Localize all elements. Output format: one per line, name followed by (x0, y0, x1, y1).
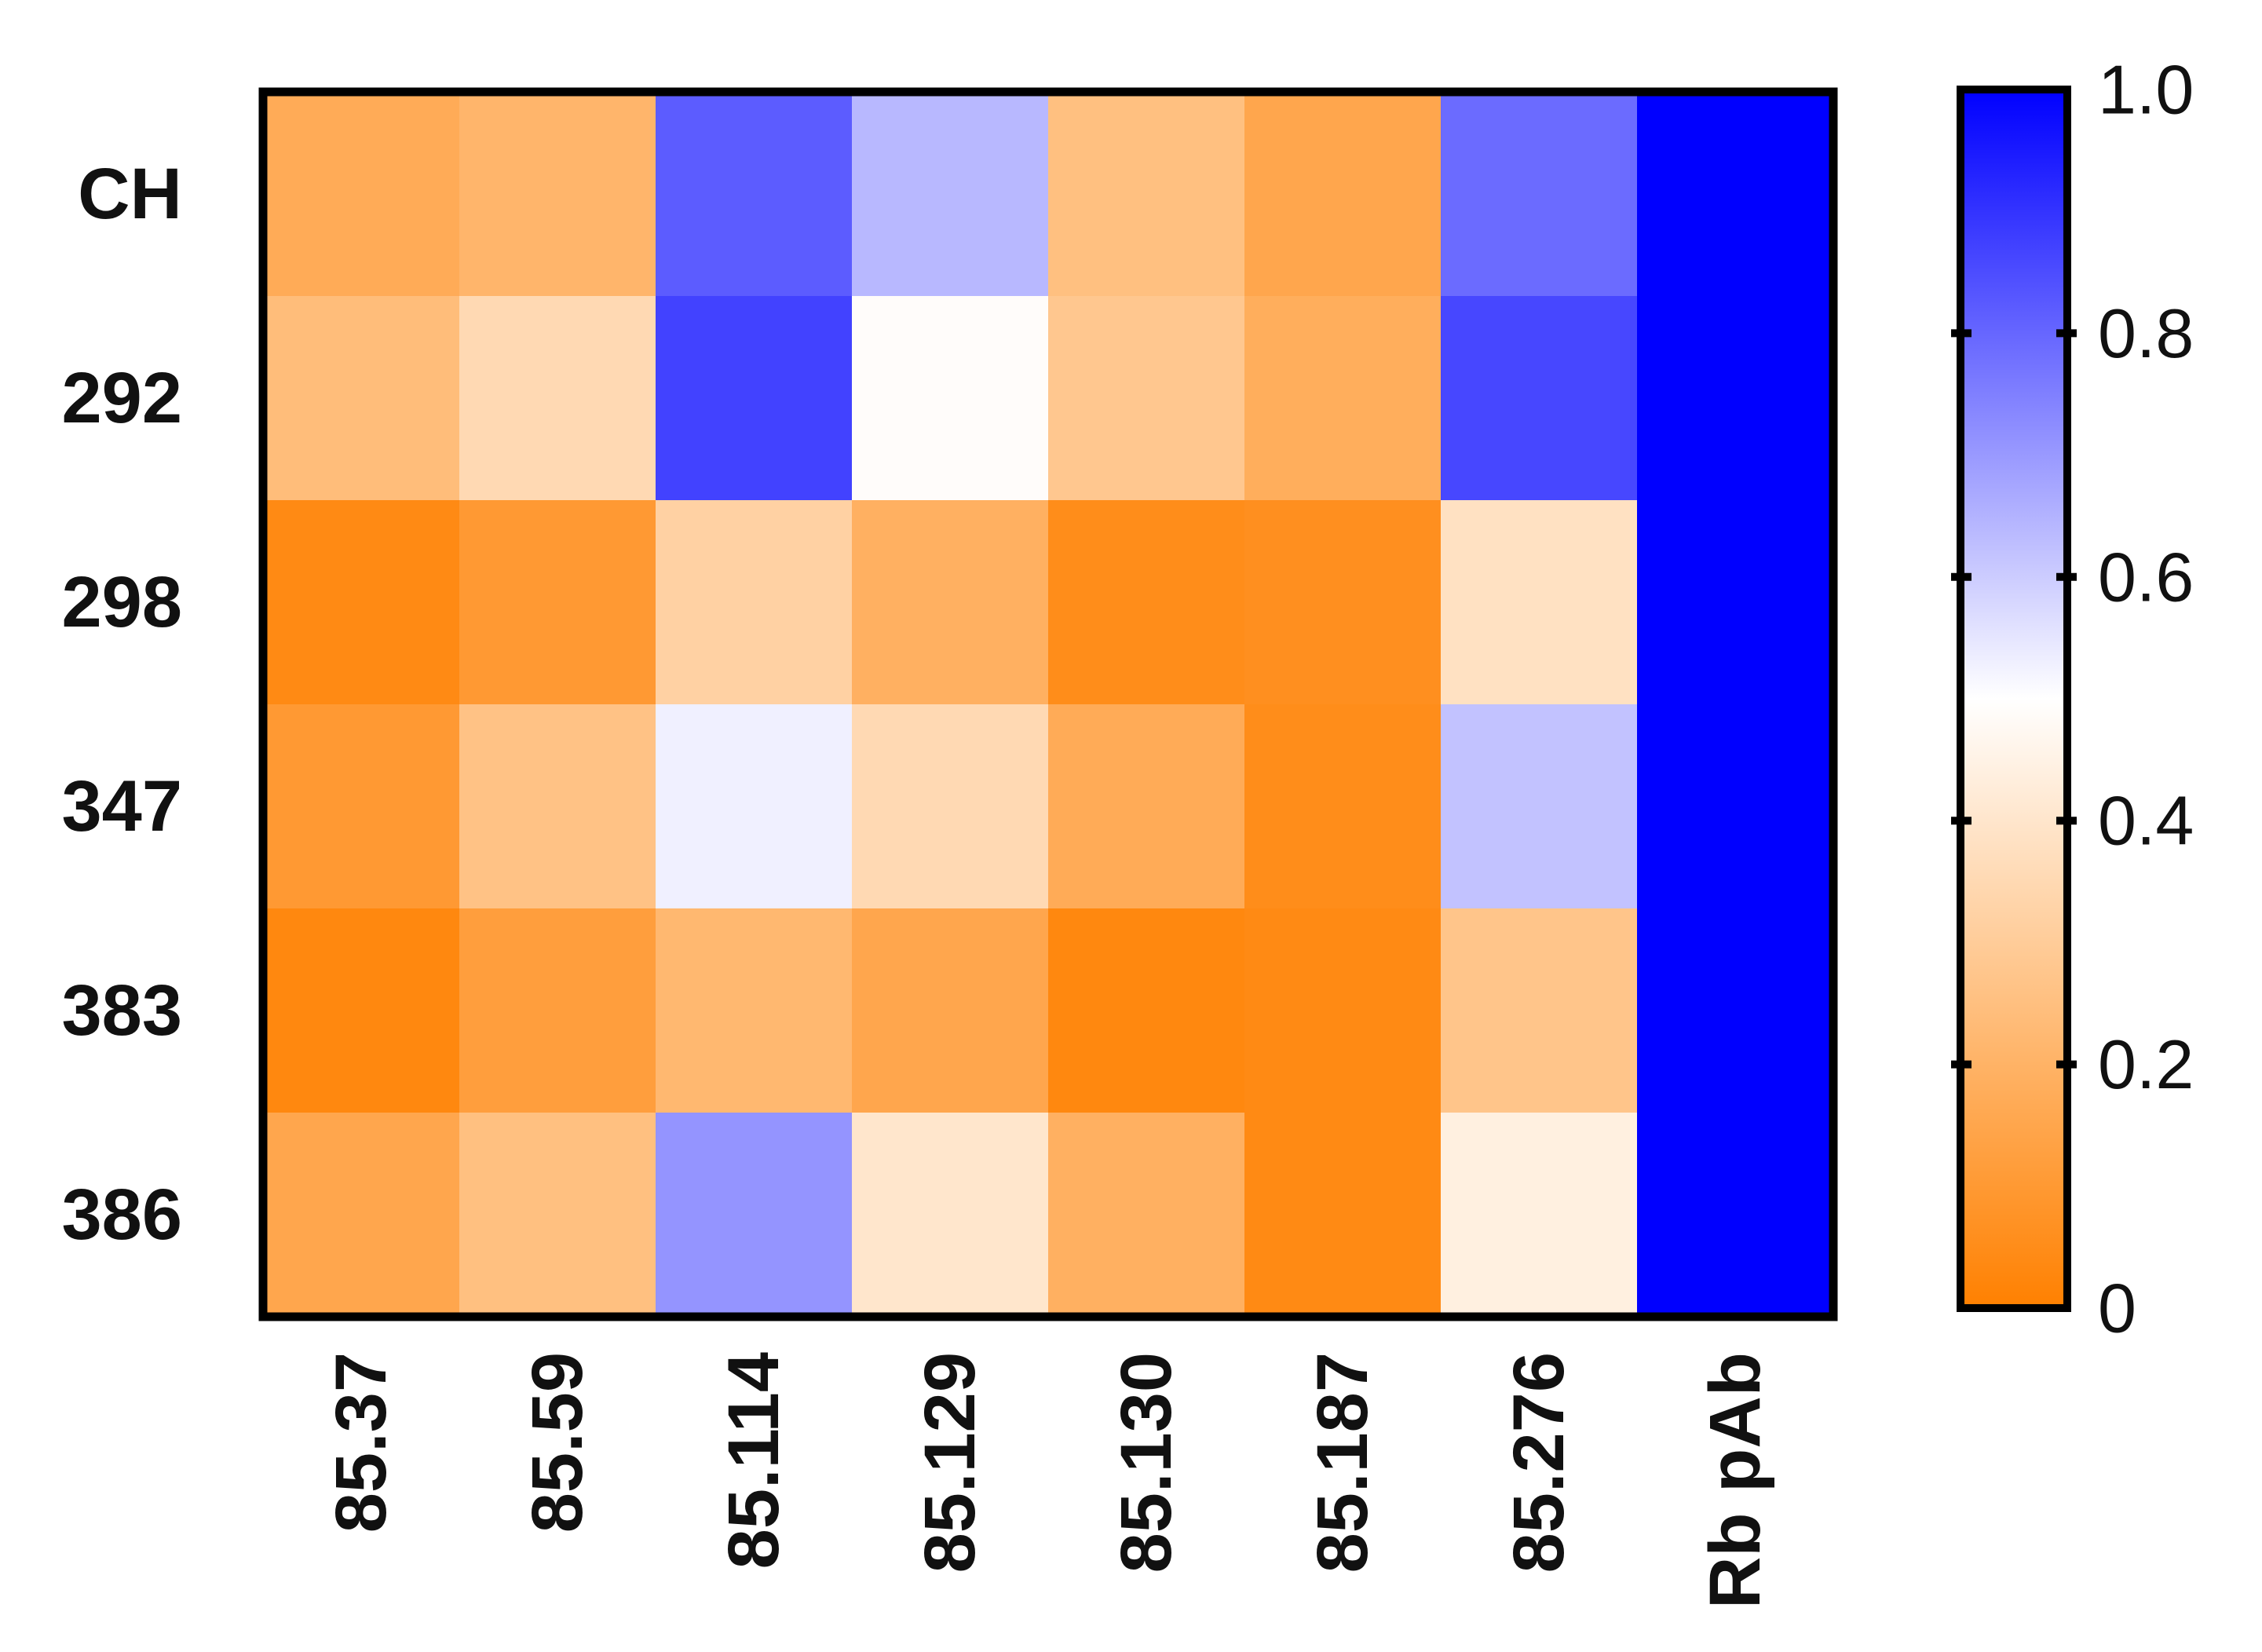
heatmap-cell (852, 1113, 1049, 1318)
row-label: 386 (62, 1175, 183, 1255)
heatmap-cell (459, 92, 656, 297)
colorbar-ticks: 0 0.2 0.4 0.6 0.8 1.0 (1951, 51, 2194, 1347)
heatmap-cell (1637, 704, 1834, 909)
heatmap-cell (1441, 296, 1638, 501)
column-label: 85.130 (1106, 1352, 1186, 1573)
heatmap-cell (1637, 500, 1834, 705)
heatmap-cell (459, 1113, 656, 1318)
heatmap-cell (263, 908, 460, 1113)
column-label: 85.276 (1499, 1352, 1579, 1573)
heatmap-cell (1637, 92, 1834, 297)
heatmap-cell (263, 1113, 460, 1318)
heatmap-cell (1048, 92, 1245, 297)
row-label: CH (78, 154, 182, 234)
heatmap-cell (263, 296, 460, 501)
column-label: 85.187 (1303, 1352, 1383, 1573)
heatmap-cell (656, 92, 853, 297)
heatmap-cell (1637, 908, 1834, 1113)
heatmap-cell (1441, 500, 1638, 705)
colorbar-tick-label: 0.4 (2098, 782, 2194, 860)
heatmap-cells (263, 92, 1834, 1318)
column-label: Rb pAb (1695, 1352, 1775, 1609)
heatmap-cell (459, 704, 656, 909)
heatmap-cell (1048, 704, 1245, 909)
heatmap-cell (852, 704, 1049, 909)
heatmap-cell (852, 92, 1049, 297)
heatmap-cell (1441, 1113, 1638, 1318)
heatmap-cell (1244, 92, 1442, 297)
heatmap-cell (459, 500, 656, 705)
heatmap-cell (1244, 1113, 1442, 1318)
colorbar-tick-label: 1.0 (2098, 51, 2194, 129)
heatmap-cell (1637, 296, 1834, 501)
heatmap-cell (852, 908, 1049, 1113)
colorbar-tick-label: 0.6 (2098, 538, 2194, 616)
heatmap-cell (1048, 500, 1245, 705)
heatmap-cell (656, 296, 853, 501)
heatmap-cell (263, 704, 460, 909)
heatmap-cell (1048, 1113, 1245, 1318)
heatmap-cell (656, 1113, 853, 1318)
colorbar-tick-label: 0 (2098, 1270, 2136, 1347)
heatmap-cell (1244, 296, 1442, 501)
heatmap-cell (656, 500, 853, 705)
heatmap-cell (263, 92, 460, 297)
column-label: 85.114 (714, 1352, 794, 1569)
heatmap-cell (656, 908, 853, 1113)
heatmap-cell (1048, 296, 1245, 501)
column-label: 85.59 (517, 1352, 597, 1533)
column-label: 85.37 (321, 1352, 401, 1533)
heatmap-cell (1637, 1113, 1834, 1318)
plot-frame (258, 87, 1838, 1321)
heatmap-cell (1244, 908, 1442, 1113)
heatmap-cell (263, 500, 460, 705)
row-label: 292 (62, 358, 183, 438)
heatmap-cell (1244, 500, 1442, 705)
row-labels: CH 292 298 347 383 386 (62, 154, 183, 1255)
colorbar-tick-label: 0.8 (2098, 294, 2194, 372)
heatmap-cell (852, 296, 1049, 501)
heatmap-cell (1441, 908, 1638, 1113)
column-label: 85.129 (910, 1352, 990, 1573)
heatmap-cell (459, 296, 656, 501)
row-label: 347 (62, 766, 183, 846)
heatmap-cell (459, 908, 656, 1113)
heatmap-cell (1244, 704, 1442, 909)
heatmap-cell (852, 500, 1049, 705)
heatmap-cell (1441, 704, 1638, 909)
colorbar-tick-label: 0.2 (2098, 1025, 2194, 1103)
heatmap-cell (1048, 908, 1245, 1113)
row-label: 298 (62, 562, 183, 642)
colorbar (1957, 86, 2071, 1312)
heatmap-cell (1441, 92, 1638, 297)
heatmap-cell (656, 704, 853, 909)
row-label: 383 (62, 970, 183, 1051)
column-labels: 85.37 85.59 85.114 85.129 85.130 85.187 85.276… (321, 1352, 1775, 1609)
